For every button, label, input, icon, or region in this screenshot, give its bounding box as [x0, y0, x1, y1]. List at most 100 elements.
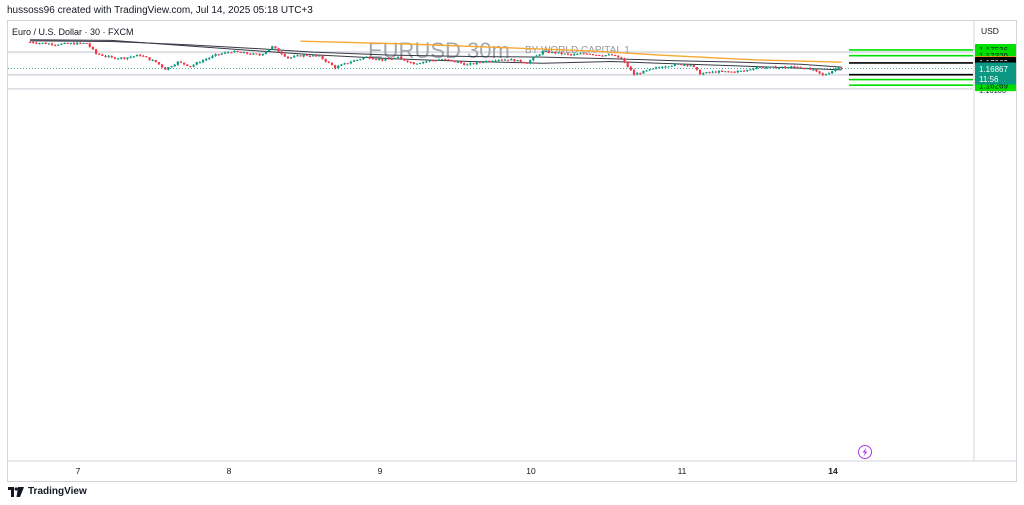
candle-body: [607, 54, 610, 56]
candle-body: [787, 67, 790, 69]
candle: [755, 66, 758, 70]
candle-body: [692, 65, 695, 68]
candle: [667, 66, 670, 68]
candle: [113, 57, 117, 60]
candle-body: [491, 60, 494, 62]
candle-body: [614, 55, 617, 57]
candle-body: [38, 43, 41, 45]
candle-body: [132, 56, 135, 58]
candle-body: [362, 57, 365, 60]
candle: [673, 63, 676, 67]
candle-body: [689, 65, 692, 67]
candle-body: [252, 53, 255, 55]
candle-body: [557, 52, 560, 54]
candle-body: [425, 61, 428, 63]
candle-body: [167, 67, 170, 70]
candle: [365, 56, 368, 58]
instrument-title: Euro / U.S. Dollar · 30 · FXCM: [12, 27, 134, 37]
candle: [69, 42, 72, 45]
candle-body: [330, 62, 334, 66]
candle: [186, 64, 189, 67]
candle: [569, 53, 573, 57]
candle-body: [123, 57, 126, 59]
candle: [601, 55, 604, 57]
candle-body: [189, 65, 192, 67]
candle: [66, 42, 69, 45]
candle-body: [371, 58, 374, 60]
candle-body: [384, 58, 387, 61]
candle: [437, 58, 441, 61]
candle-body: [503, 59, 507, 61]
candle-body: [264, 51, 268, 54]
candle-body: [456, 61, 459, 63]
candle-body: [774, 66, 777, 69]
candle-body: [463, 63, 466, 65]
candle-body: [840, 67, 843, 69]
replay-icon[interactable]: [858, 445, 872, 459]
candle-body: [374, 59, 378, 61]
candle: [818, 71, 821, 75]
candle: [396, 56, 400, 59]
candle: [60, 43, 63, 45]
candle-body: [727, 71, 730, 73]
candle-body: [352, 60, 356, 62]
candle-body: [54, 44, 57, 46]
candle: [466, 63, 469, 66]
candle-body: [544, 50, 548, 52]
candle-body: [755, 67, 758, 69]
candle-body: [793, 66, 796, 68]
candle-body: [72, 43, 76, 45]
candle: [758, 66, 761, 68]
candle: [290, 57, 293, 59]
candle-body: [312, 55, 315, 57]
candle-body: [293, 56, 296, 58]
candle-body: [349, 61, 352, 64]
candle: [595, 54, 598, 56]
time-tick-label: 11: [678, 466, 687, 476]
candle: [453, 60, 456, 63]
candle-body: [768, 66, 771, 68]
candle: [305, 54, 308, 57]
candle-body: [195, 62, 198, 65]
candle-body: [790, 66, 793, 68]
candle: [576, 53, 579, 55]
candle: [790, 65, 793, 68]
candle: [425, 60, 428, 64]
candle-body: [532, 57, 535, 61]
candle: [101, 53, 104, 57]
candle: [94, 48, 98, 55]
candle: [195, 61, 198, 66]
candle-body: [632, 70, 636, 75]
candle: [371, 57, 374, 60]
candle-body: [604, 55, 607, 57]
candle: [271, 45, 274, 50]
candle-body: [478, 62, 481, 64]
candle: [834, 67, 837, 73]
candle: [308, 54, 312, 58]
candle-body: [290, 57, 293, 59]
candle-body: [223, 52, 227, 54]
candle: [702, 72, 705, 76]
candle: [57, 44, 60, 46]
candle: [538, 54, 541, 57]
candle: [676, 63, 680, 65]
candle-body: [85, 42, 88, 44]
candle-body: [812, 69, 815, 71]
candle: [573, 53, 576, 56]
candle: [821, 72, 824, 77]
candle: [352, 59, 356, 62]
price-chart[interactable]: EURUSD 30m BY WORLD CAPITAL 1 Euro / U.S…: [8, 21, 1016, 481]
candle-body: [393, 58, 397, 60]
candle-body: [702, 73, 705, 75]
candle: [500, 58, 503, 61]
candle-body: [356, 59, 359, 61]
candle: [626, 61, 629, 68]
chart-frame[interactable]: EURUSD 30m BY WORLD CAPITAL 1 Euro / U.S…: [7, 20, 1017, 482]
candle: [176, 61, 179, 66]
current-price-box[interactable]: [975, 62, 1016, 85]
candle: [44, 42, 47, 45]
candle-body: [661, 67, 664, 69]
candle: [648, 69, 651, 71]
candle: [189, 65, 192, 68]
candle-body: [601, 55, 604, 57]
